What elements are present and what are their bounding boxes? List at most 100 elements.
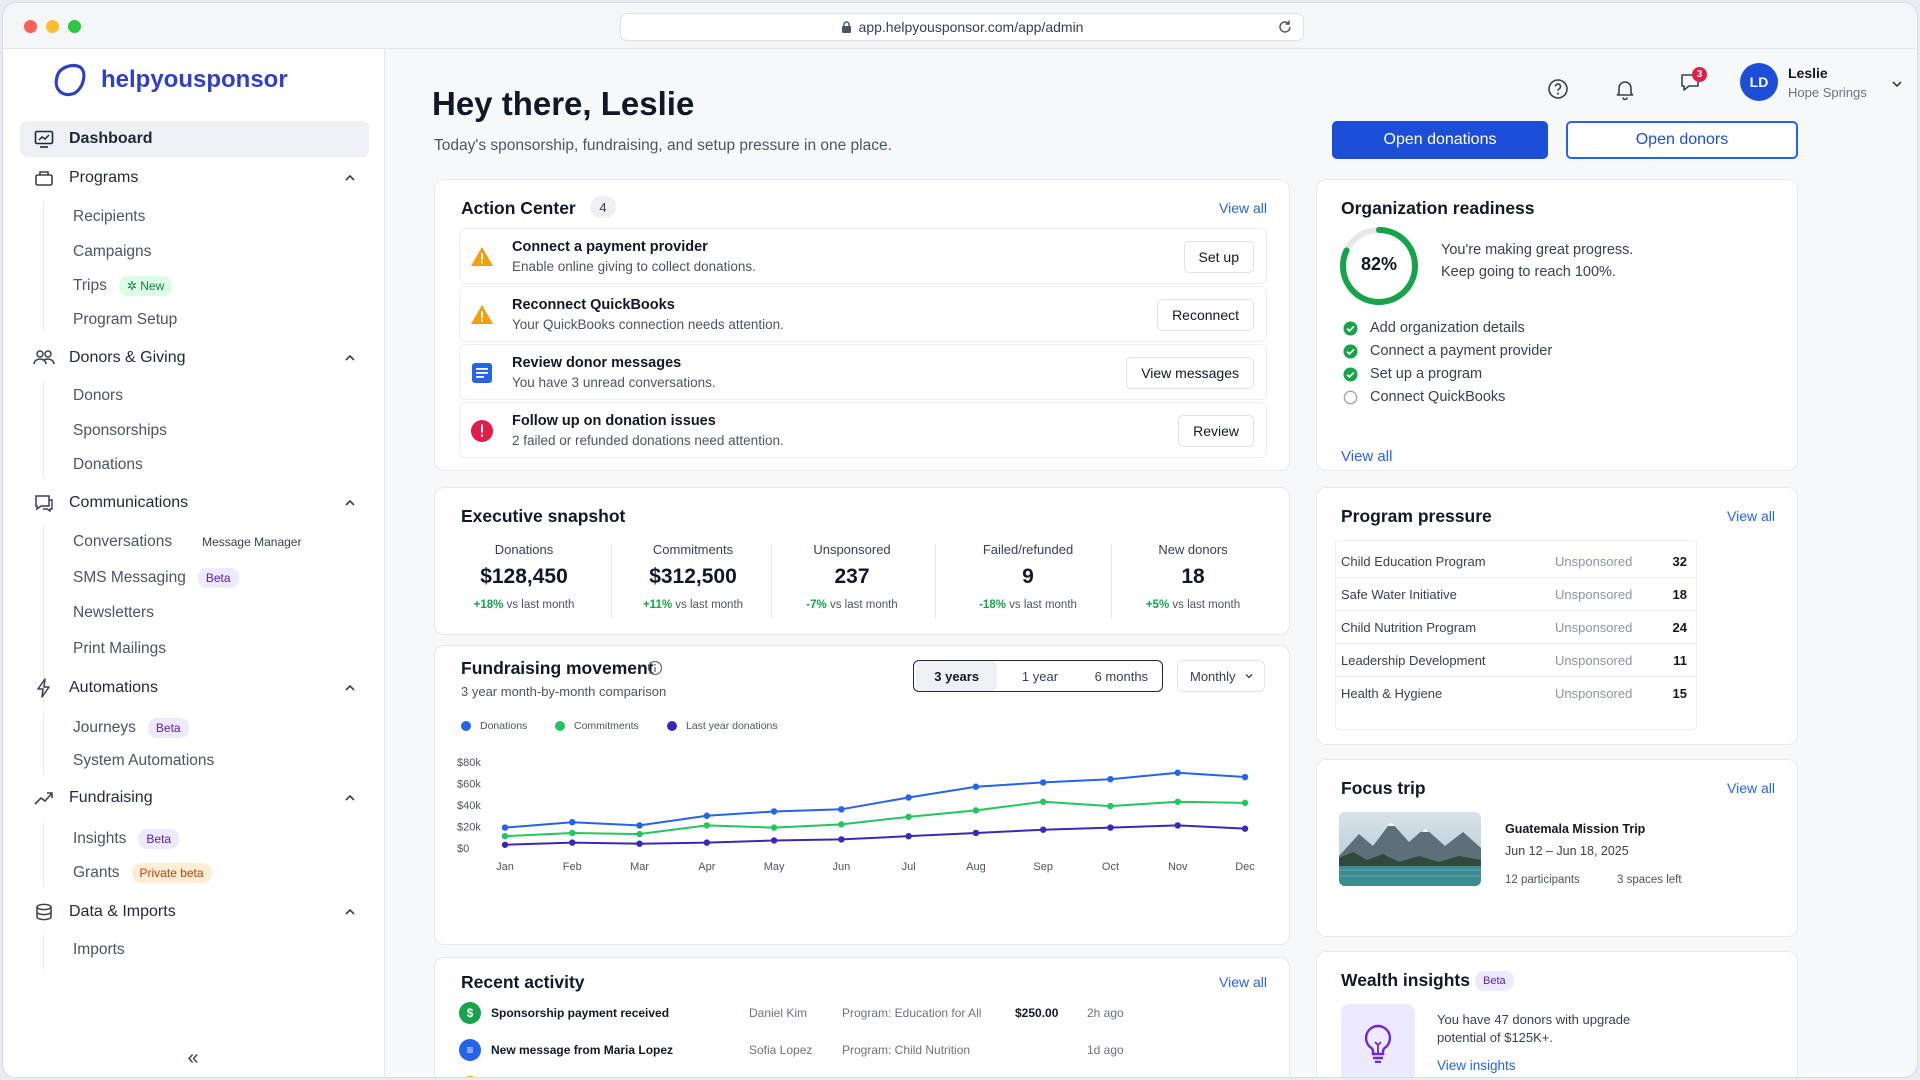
sidebar-item-conversations[interactable]: Conversations Message Manager <box>73 531 301 553</box>
data-point[interactable] <box>1174 822 1181 829</box>
data-point[interactable] <box>770 837 778 844</box>
data-point[interactable] <box>636 822 643 829</box>
trip-name[interactable]: Guatemala Mission Trip <box>1505 822 1646 836</box>
data-point[interactable] <box>838 836 845 843</box>
checklist-item[interactable]: Connect a payment provider <box>1343 343 1552 359</box>
sidebar-item-imports[interactable]: Imports <box>73 939 125 961</box>
chevron-up-icon[interactable] <box>343 351 357 365</box>
data-point[interactable] <box>1174 798 1181 805</box>
reconnect-button[interactable]: Reconnect <box>1157 299 1254 331</box>
data-point[interactable] <box>838 806 845 813</box>
sidebar-item-donations[interactable]: Donations <box>73 454 143 476</box>
help-icon[interactable] <box>1546 69 1570 109</box>
data-point[interactable] <box>838 821 845 828</box>
chevron-up-icon[interactable] <box>343 681 357 695</box>
data-point[interactable] <box>1039 798 1047 805</box>
interval-select[interactable]: Monthly <box>1177 660 1265 692</box>
data-point[interactable] <box>703 812 711 819</box>
data-point[interactable] <box>1107 824 1114 831</box>
sidebar-item-print-mailings[interactable]: Print Mailings <box>73 638 166 660</box>
data-point[interactable] <box>972 807 980 814</box>
trip-photo[interactable] <box>1339 812 1481 886</box>
brand-logo[interactable]: helpyousponsor <box>51 63 288 97</box>
sidebar-item-insights[interactable]: Insights Beta <box>73 828 180 850</box>
chevron-down-icon[interactable] <box>1890 77 1904 91</box>
sidebar-item-dashboard[interactable]: Dashboard <box>33 127 153 151</box>
data-point[interactable] <box>1241 825 1249 832</box>
sidebar-item-sms[interactable]: SMS Messaging Beta <box>73 567 239 589</box>
address-bar[interactable]: app.helpyousponsor.com/app/admin <box>620 13 1304 41</box>
chevron-up-icon[interactable] <box>343 171 357 185</box>
review-button[interactable]: Review <box>1178 415 1254 447</box>
sidebar-group-data[interactable]: Data & Imports <box>33 900 176 924</box>
sidebar-item-sponsorships[interactable]: Sponsorships <box>73 420 167 442</box>
data-point[interactable] <box>636 830 643 838</box>
sidebar-item-campaigns[interactable]: Campaigns <box>73 241 151 263</box>
sidebar-item-grants[interactable]: Grants Private beta <box>73 862 212 884</box>
messages-button[interactable]: 3 <box>1678 67 1708 97</box>
open-donors-button[interactable]: Open donors <box>1566 121 1798 159</box>
program-row[interactable]: Safe Water Initiative Unsponsored 18 <box>1335 577 1697 611</box>
chevron-up-icon[interactable] <box>343 905 357 919</box>
data-point[interactable] <box>905 813 912 821</box>
activity-row[interactable]: ≡ New message from Maria Lopez Sofia Lopez… <box>459 1039 1269 1065</box>
data-point[interactable] <box>636 840 643 847</box>
data-point[interactable] <box>905 832 912 840</box>
data-point[interactable] <box>1107 776 1114 783</box>
set-up-button[interactable]: Set up <box>1183 241 1254 273</box>
data-point[interactable] <box>972 829 980 837</box>
activity-row[interactable]: !Donation failedJames WilsonMonthly Givi… <box>459 1076 1269 1077</box>
sidebar-item-system-automations[interactable]: System Automations <box>73 750 214 772</box>
data-point[interactable] <box>905 794 912 801</box>
checklist-item[interactable]: Add organization details <box>1343 320 1525 336</box>
data-point[interactable] <box>569 829 576 837</box>
data-point[interactable] <box>501 832 509 840</box>
data-point[interactable] <box>703 839 711 846</box>
range-3-years[interactable]: 3 years <box>916 661 998 691</box>
sidebar-group-donors[interactable]: Donors & Giving <box>33 346 186 370</box>
program-row[interactable]: Leadership Development Unsponsored 11 <box>1335 643 1697 677</box>
program-row[interactable]: Health & Hygiene Unsponsored 15 <box>1335 676 1697 710</box>
data-point[interactable] <box>1039 826 1047 833</box>
activity-row[interactable]: $ Sponsorship payment received Daniel Kim P… <box>459 1002 1269 1028</box>
close-window-button[interactable] <box>24 20 37 33</box>
data-point[interactable] <box>972 783 980 790</box>
reload-icon[interactable] <box>1277 19 1293 35</box>
collapse-sidebar-button[interactable]: « <box>187 1047 199 1069</box>
chevron-up-icon[interactable] <box>343 496 357 510</box>
open-donations-button[interactable]: Open donations <box>1332 121 1548 159</box>
data-point[interactable] <box>703 822 711 829</box>
bell-icon[interactable] <box>1613 69 1637 109</box>
sidebar-item-dashboard-bg[interactable] <box>20 121 369 157</box>
sidebar-item-recipients[interactable]: Recipients <box>73 206 145 228</box>
sidebar-item-program-setup[interactable]: Program Setup <box>73 309 177 331</box>
sidebar-group-fundraising[interactable]: Fundraising <box>33 786 153 810</box>
data-point[interactable] <box>1107 802 1114 810</box>
chevron-up-icon[interactable] <box>343 791 357 805</box>
sidebar-item-newsletters[interactable]: Newsletters <box>73 602 154 624</box>
data-point[interactable] <box>1174 769 1181 776</box>
view-all-link[interactable]: View all <box>1727 508 1775 524</box>
view-all-link[interactable]: View all <box>1341 448 1393 465</box>
data-point[interactable] <box>1241 773 1249 781</box>
range-1-year[interactable]: 1 year <box>1021 668 1059 684</box>
view-all-link[interactable]: View all <box>1727 780 1775 796</box>
view-messages-button[interactable]: View messages <box>1126 357 1254 389</box>
data-point[interactable] <box>501 841 509 848</box>
maximize-window-button[interactable] <box>68 20 81 33</box>
sidebar-item-journeys[interactable]: Journeys Beta <box>73 717 189 739</box>
view-all-link[interactable]: View all <box>1219 200 1267 216</box>
range-6-months[interactable]: 6 months <box>1094 668 1149 684</box>
info-icon[interactable] <box>647 660 663 676</box>
sidebar-item-trips[interactable]: Trips ✲ New <box>73 275 173 297</box>
minimize-window-button[interactable] <box>46 20 59 33</box>
program-row[interactable]: Child Education Program Unsponsored 32 <box>1335 544 1697 578</box>
data-point[interactable] <box>569 819 576 826</box>
data-point[interactable] <box>770 824 778 831</box>
view-insights-link[interactable]: View insights <box>1437 1058 1516 1073</box>
sidebar-group-communications[interactable]: Communications <box>33 491 188 515</box>
checklist-item[interactable]: Set up a program <box>1343 366 1482 382</box>
data-point[interactable] <box>569 839 576 846</box>
avatar[interactable]: LD <box>1740 63 1778 101</box>
data-point[interactable] <box>770 808 778 815</box>
